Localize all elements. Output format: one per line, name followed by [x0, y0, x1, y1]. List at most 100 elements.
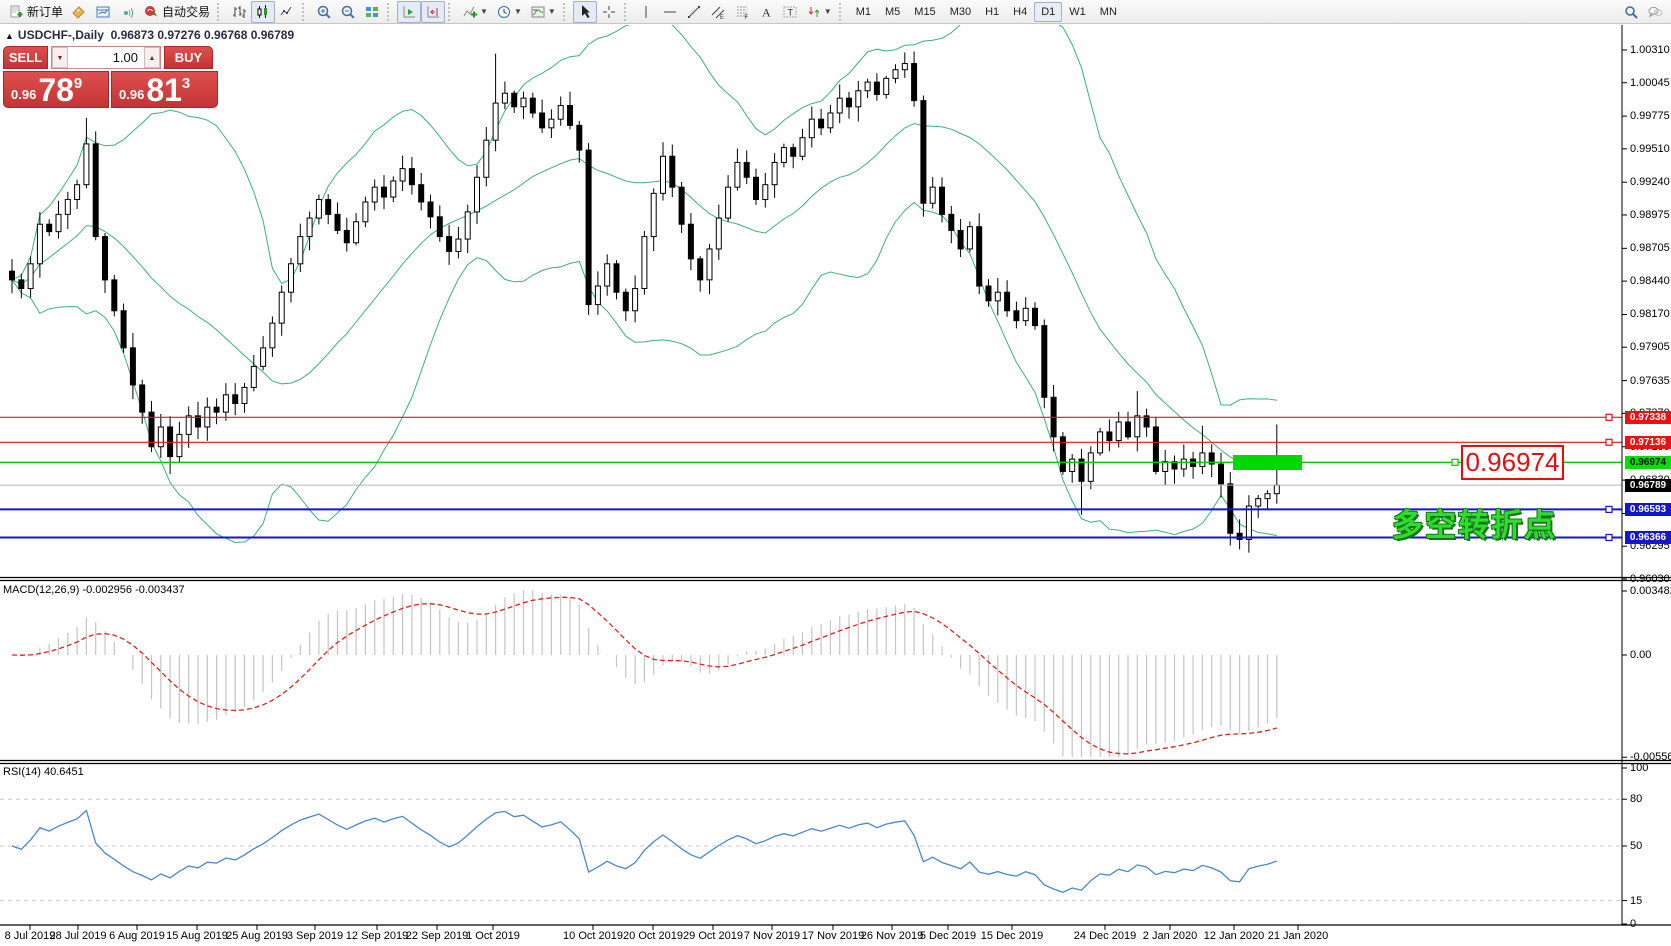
channel-button[interactable]: E [706, 1, 730, 23]
candle [632, 288, 639, 312]
tf-h1[interactable]: H1 [985, 5, 1000, 18]
auto-scroll-button[interactable] [397, 0, 422, 23]
auto-trading-button[interactable]: 自动交易 [139, 1, 214, 23]
candle [55, 213, 62, 233]
cursor-button[interactable] [572, 0, 597, 23]
collapse-icon[interactable]: ▲ [5, 31, 14, 41]
candle [520, 97, 527, 108]
crosshair-button[interactable] [597, 1, 621, 23]
candle [687, 223, 694, 260]
templates-button[interactable]: ▼ [526, 1, 560, 23]
new-order-button[interactable]: 新订单 [4, 1, 67, 23]
date-label: 20 Oct 2019 [623, 930, 683, 942]
textA-icon: A [762, 5, 771, 19]
candle [1255, 498, 1262, 507]
chevron-down-icon[interactable]: ▼ [547, 7, 556, 16]
periods-button[interactable]: ▼ [492, 1, 526, 23]
candle [808, 118, 815, 139]
line-anchor-marker[interactable] [1605, 505, 1613, 514]
price-annotation-box[interactable]: 0.96974 [1461, 445, 1564, 480]
buy-price-button[interactable]: 0.96 81 3 [111, 71, 218, 108]
labelT-icon: T [783, 6, 797, 17]
symbol-name: USDCHF-,Daily [17, 28, 104, 42]
tf-m5[interactable]: M5 [885, 5, 901, 18]
main-chart-layer [0, 25, 1622, 553]
trendline-button[interactable] [682, 1, 706, 23]
chevron-down-icon[interactable]: ▼ [823, 7, 832, 16]
tf-m1[interactable]: M1 [855, 5, 871, 18]
price-tick-label: 0.99775 [1630, 110, 1670, 123]
price-tick-label: 1.00310 [1630, 43, 1670, 56]
candle [771, 161, 778, 186]
candle [846, 97, 852, 108]
sell-button[interactable]: SELL [3, 46, 48, 69]
sell-price-button[interactable]: 0.96 78 9 [3, 71, 109, 108]
main-toolbar: 新订单 自动交易 ▼ ▼ ▼ E F A T ▼ M1 M5 M15 M30 H1 H4 D1 W1 MN [0, 0, 1671, 24]
zoom-out-button[interactable] [336, 1, 360, 23]
candle [1125, 421, 1131, 438]
candle [195, 415, 201, 428]
candle [548, 118, 555, 129]
volume-input[interactable] [68, 47, 144, 68]
candle [269, 322, 276, 349]
chart-shift-button[interactable] [421, 0, 446, 23]
highlight-rectangle[interactable] [1233, 455, 1302, 470]
candle [334, 213, 341, 231]
data-window-button[interactable] [91, 1, 115, 23]
volume-increase-button[interactable]: ▲ [144, 47, 160, 68]
candle [297, 236, 304, 265]
tf-m30[interactable]: M30 [949, 5, 972, 18]
candle [567, 105, 573, 126]
bar-chart-button[interactable] [227, 1, 251, 23]
symbol-header[interactable]: ▲ USDCHF-,Daily 0.96873 0.97276 0.96768 0… [5, 28, 294, 42]
buy-button[interactable]: BUY [164, 46, 213, 69]
date-label: 2 Jan 2020 [1142, 930, 1198, 942]
candle [1115, 421, 1122, 442]
candle [176, 433, 183, 458]
horizontal-line-button[interactable] [658, 1, 682, 23]
candle [734, 161, 741, 188]
line-anchor-marker[interactable] [1451, 458, 1459, 466]
candle [873, 81, 880, 95]
signal-button[interactable] [115, 1, 139, 23]
sell-price-sup: 9 [73, 75, 83, 92]
tf-d1[interactable]: D1 [1034, 1, 1063, 22]
market-watch-button[interactable] [67, 1, 91, 23]
tf-m15[interactable]: M15 [914, 5, 936, 18]
chevron-down-icon[interactable]: ▼ [513, 7, 522, 16]
chat-button[interactable] [1643, 1, 1667, 23]
indicators-button[interactable]: ▼ [458, 1, 492, 23]
candle [1264, 493, 1271, 500]
zoom-in-button[interactable] [312, 1, 336, 23]
tile-windows-button[interactable] [360, 1, 384, 23]
candle [650, 192, 657, 238]
arrows-button[interactable]: ▼ [802, 1, 836, 23]
tf-h4[interactable]: H4 [1013, 5, 1028, 18]
tf-w1[interactable]: W1 [1069, 5, 1086, 18]
auto-trading-button-label: 自动交易 [162, 5, 211, 19]
line-anchor-marker[interactable] [1605, 413, 1613, 421]
sell-price-prefix: 0.96 [11, 87, 37, 102]
volume-decrease-button[interactable]: ▼ [52, 47, 68, 68]
fibonacci-button[interactable]: F [730, 1, 754, 23]
candle [753, 176, 759, 201]
line-chart-button[interactable] [275, 1, 299, 23]
turning-point-annotation[interactable]: 多空转折点 [1392, 508, 1557, 543]
text-button[interactable]: A [754, 1, 778, 23]
macd-tick-label: 0.003482 [1630, 585, 1671, 597]
candle [1013, 310, 1020, 322]
line-anchor-marker[interactable] [1605, 438, 1613, 446]
search-button[interactable] [1619, 1, 1643, 23]
candlestick-chart-button[interactable] [251, 0, 276, 23]
candle [129, 347, 136, 386]
horizontal-level-lines[interactable] [0, 416, 1622, 539]
chevron-down-icon[interactable]: ▼ [480, 7, 488, 16]
periods-icon [497, 5, 510, 18]
candle [1199, 452, 1206, 468]
candle [1180, 458, 1187, 470]
tf-mn[interactable]: MN [1099, 5, 1117, 18]
autotrade-icon [145, 5, 158, 16]
vertical-line-button[interactable] [634, 1, 658, 23]
line-anchor-marker[interactable] [1605, 533, 1613, 542]
text-label-button[interactable]: T [778, 1, 802, 23]
